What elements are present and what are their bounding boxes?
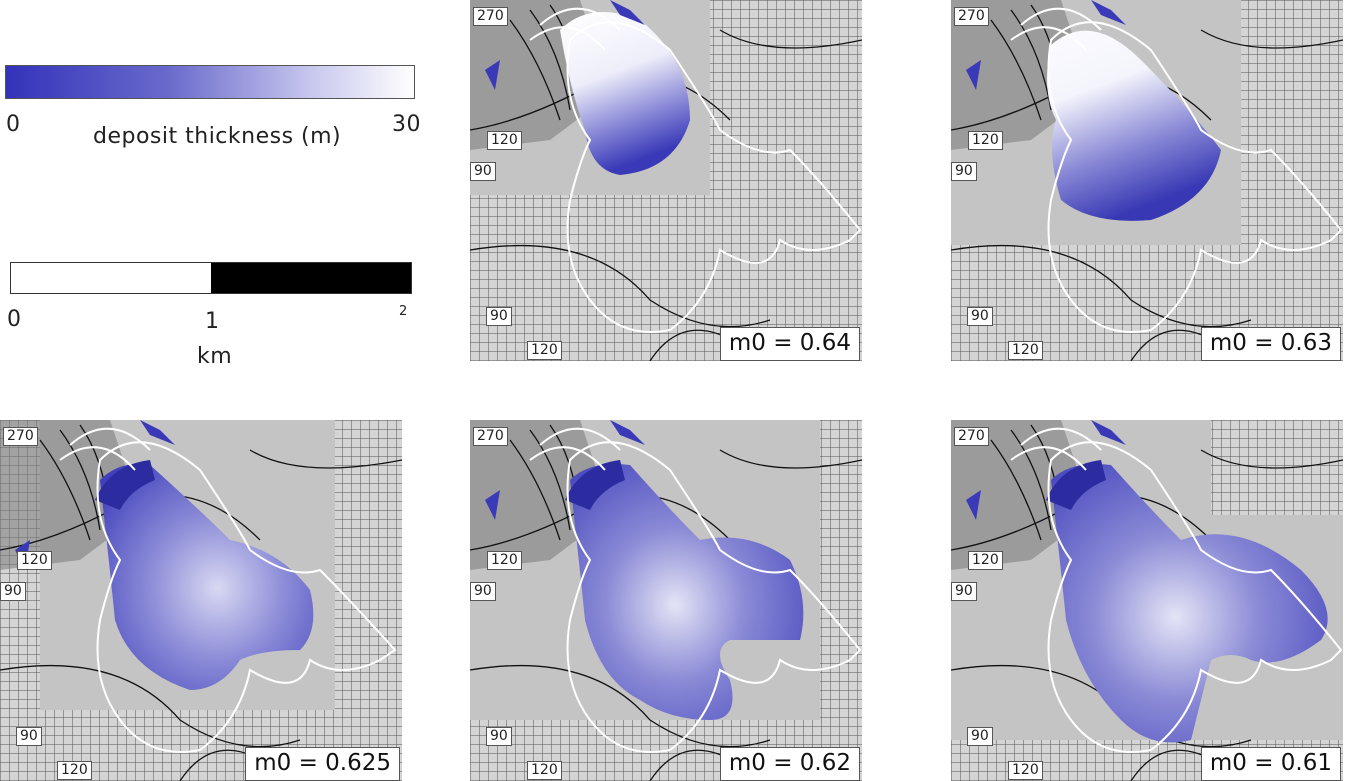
contour-label: 120 [1008,341,1043,360]
scalebar-tick-0: 0 [7,307,22,332]
contour-label: 90 [486,307,512,326]
contour-label: 120 [1008,761,1043,780]
contour-label: 270 [473,7,508,26]
contour-label: 120 [17,551,52,570]
contour-label: 90 [16,727,42,746]
panel-label: m0 = 0.625 [245,747,400,781]
panel-label: m0 = 0.62 [720,747,860,781]
contour-label: 120 [968,131,1003,150]
contour-label: 90 [951,582,977,601]
contour-label: 120 [527,761,562,780]
colorbar-title: deposit thickness (m) [93,124,341,149]
map-panel-m0-062: 270 120 90 90 120 m0 = 0.62 [470,420,862,781]
contour-label: 90 [470,162,496,181]
colorbar [5,65,415,99]
scalebar-tick-1: 1 [205,309,220,334]
contour-label: 120 [487,551,522,570]
contour-label: 120 [487,131,522,150]
contour-label: 90 [967,727,993,746]
contour-label: 90 [951,162,977,181]
panel-label: m0 = 0.63 [1201,327,1341,361]
map-panel-m0-064: 270 120 90 90 120 m0 = 0.64 [470,0,862,361]
colorbar-max-label: 30 [392,112,421,137]
contour-label: 90 [967,307,993,326]
contour-label: 270 [954,427,989,446]
scalebar [10,262,412,294]
contour-label: 90 [0,582,26,601]
contour-label: 270 [473,427,508,446]
scalebar-unit: km [197,344,232,369]
scalebar-tick-2: 2 [399,304,407,319]
contour-label: 120 [527,341,562,360]
contour-label: 270 [954,7,989,26]
scalebar-black-segment [211,263,411,293]
contour-label: 270 [3,427,38,446]
contour-label: 90 [486,727,512,746]
contour-label: 90 [470,582,496,601]
map-panel-m0-0625: 270 120 90 90 120 m0 = 0.625 [0,420,402,781]
contour-label: 120 [968,551,1003,570]
panel-label: m0 = 0.64 [720,327,860,361]
map-panel-m0-061: 270 120 90 90 120 m0 = 0.61 [951,420,1343,781]
panel-label: m0 = 0.61 [1201,747,1341,781]
colorbar-min-label: 0 [6,112,21,137]
map-panel-m0-063: 270 120 90 90 120 m0 = 0.63 [951,0,1343,361]
contour-label: 120 [57,761,92,780]
